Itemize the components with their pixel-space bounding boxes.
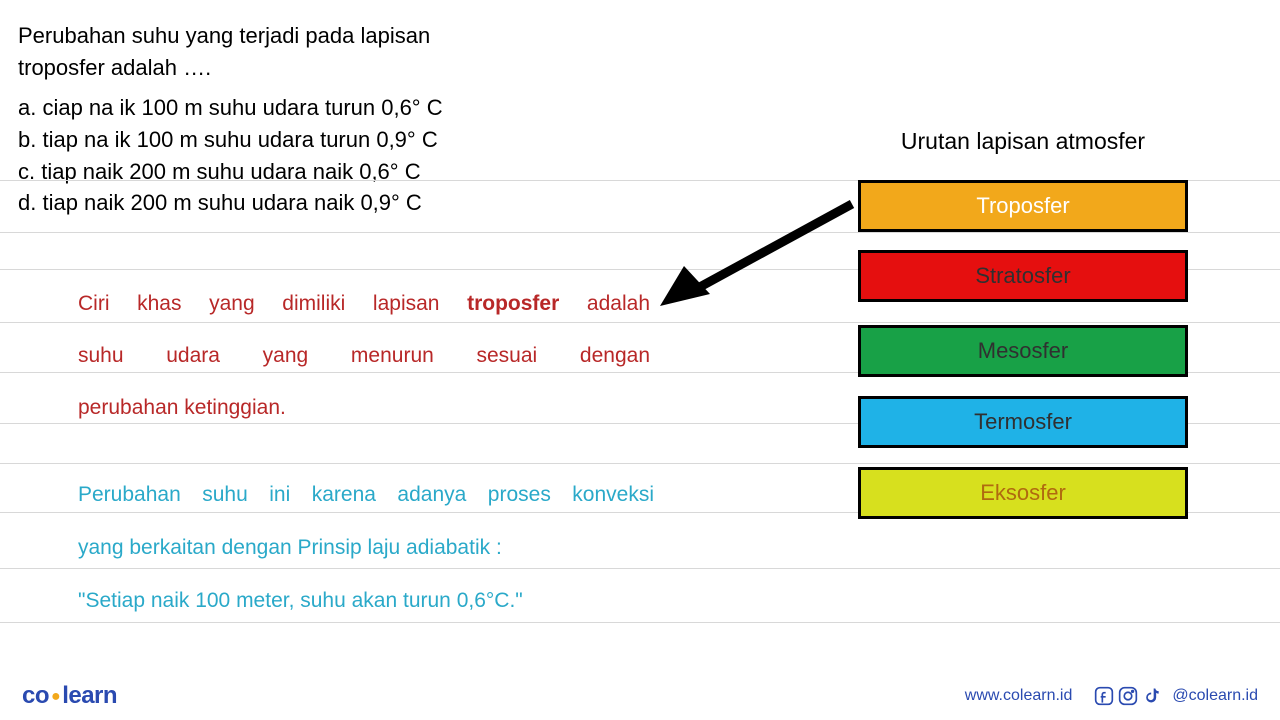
ruled-line: [0, 622, 1280, 623]
atmosphere-layer: Termosfer: [858, 396, 1188, 448]
question-line1: Perubahan suhu yang terjadi pada lapisan: [18, 23, 430, 48]
ruled-line: [0, 232, 1280, 233]
facebook-icon: [1094, 686, 1114, 706]
question-prompt: Perubahan suhu yang terjadi pada lapisan…: [18, 20, 1262, 84]
red-explanation-line3: perubahan ketinggian.: [78, 392, 650, 424]
atmosphere-layer: Eksosfer: [858, 467, 1188, 519]
ruled-line: [0, 322, 1280, 323]
colearn-logo: co●learn: [22, 682, 117, 710]
footer: co●learn www.colearn.id @colearn.id: [0, 672, 1280, 720]
footer-right: www.colearn.id @colearn.id: [965, 686, 1258, 706]
atmosphere-layer: Troposfer: [858, 180, 1188, 232]
ruled-line: [0, 568, 1280, 569]
blue-explanation-line2: yang berkaitan dengan Prinsip laju adiab…: [78, 532, 654, 564]
ruled-line: [0, 463, 1280, 464]
footer-handle: @colearn.id: [1172, 687, 1258, 705]
social-icons: [1094, 686, 1162, 706]
atmosphere-layer: Stratosfer: [858, 250, 1188, 302]
blue-explanation-line3: "Setiap naik 100 meter, suhu akan turun …: [78, 585, 654, 617]
footer-url: www.colearn.id: [965, 687, 1073, 705]
instagram-icon: [1118, 686, 1138, 706]
tiktok-icon: [1142, 686, 1162, 706]
blue-explanation-line1: Perubahan suhu ini karena adanya proses …: [78, 479, 654, 511]
atmosphere-layer: Mesosfer: [858, 325, 1188, 377]
red-explanation-line1: Ciri khas yang dimiliki lapisan troposfe…: [78, 288, 650, 320]
atmosphere-layers-title: Urutan lapisan atmosfer: [858, 128, 1188, 155]
question-line2: troposfer adalah ….: [18, 55, 211, 80]
red-explanation-line2: suhu udara yang menurun sesuai dengan: [78, 340, 650, 372]
option-a: a. ciap na ik 100 m suhu udara turun 0,6…: [18, 92, 1262, 124]
